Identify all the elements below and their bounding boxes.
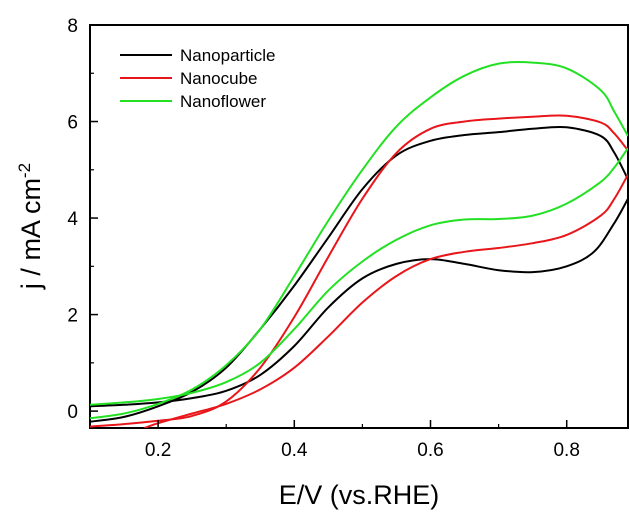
x-tick-label: 0.2 bbox=[145, 440, 171, 461]
legend: Nanoparticle Nanocube Nanoflower bbox=[120, 46, 275, 111]
y-axis-title-superscript: -2 bbox=[15, 163, 34, 178]
legend-label-nanoparticle: Nanoparticle bbox=[180, 46, 275, 65]
x-tick-label: 0.4 bbox=[281, 440, 308, 461]
series-line-nanoparticle-reverse bbox=[90, 125, 628, 423]
y-tick-label: 6 bbox=[67, 113, 78, 134]
x-axis-title: E/V (vs.RHE) bbox=[279, 480, 440, 510]
series-line-nanoparticle-forward bbox=[90, 198, 628, 408]
y-tick-label: 4 bbox=[67, 209, 78, 230]
plot-frame bbox=[89, 24, 629, 429]
x-axis-ticks: 0.2 0.4 0.6 0.8 bbox=[145, 420, 580, 461]
y-tick-label: 2 bbox=[67, 306, 78, 327]
series-line-nanoflower-reverse bbox=[90, 60, 628, 420]
series-line-nanocube-reverse bbox=[90, 114, 628, 428]
legend-label-nanoflower: Nanoflower bbox=[180, 92, 266, 111]
x-tick-label: 0.8 bbox=[553, 440, 579, 461]
y-axis-ticks: 0 2 4 6 8 bbox=[67, 16, 98, 423]
y-tick-label: 8 bbox=[67, 16, 78, 37]
curves-group bbox=[90, 60, 628, 428]
series-line-nanocube-forward bbox=[144, 174, 628, 428]
series-line-nanoflower-forward bbox=[90, 147, 628, 406]
x-tick-label: 0.6 bbox=[417, 440, 443, 461]
y-tick-label: 0 bbox=[67, 402, 78, 423]
y-axis-title: j / mA cm-2 bbox=[15, 163, 46, 290]
y-axis-title-main: j / mA cm bbox=[16, 178, 46, 290]
legend-label-nanocube: Nanocube bbox=[180, 69, 258, 88]
